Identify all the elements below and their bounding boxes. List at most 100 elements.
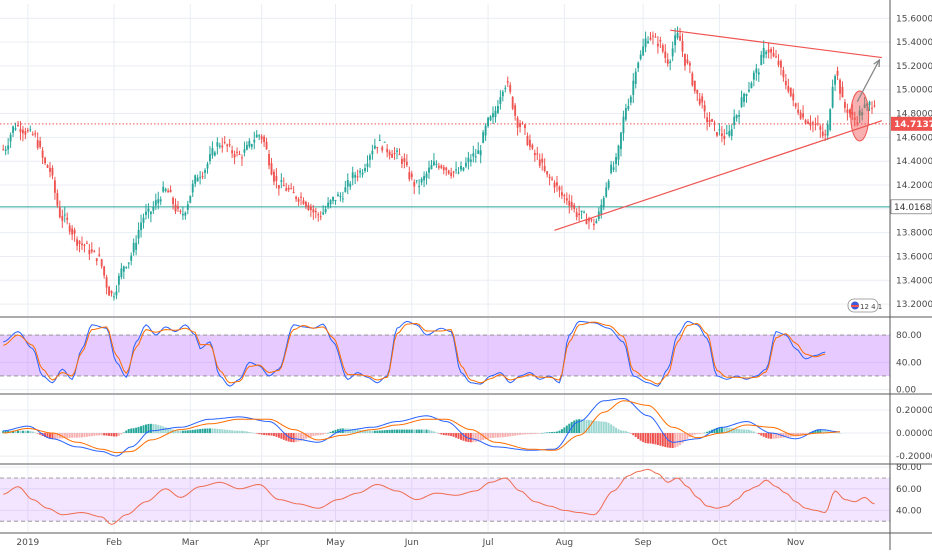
- highlight-ellipse[interactable]: [850, 90, 870, 142]
- candle-body: [435, 163, 438, 165]
- candle-body: [248, 140, 251, 147]
- status-badge[interactable]: 12 4 1: [847, 298, 882, 313]
- candle-body: [4, 149, 7, 151]
- candle-body: [218, 145, 221, 147]
- candle-body: [821, 131, 824, 136]
- candle-body: [521, 123, 524, 125]
- trendline-0[interactable]: [670, 29, 882, 59]
- macd-histogram-bar: [263, 433, 266, 435]
- x-tick-label: Jun: [404, 538, 419, 548]
- macd-histogram-bar: [794, 433, 797, 437]
- macd-histogram-bar: [132, 428, 135, 434]
- macd-histogram-bar: [282, 433, 285, 440]
- macd-histogram-bar: [450, 433, 453, 437]
- macd-histogram-bar: [610, 424, 613, 434]
- trendline-1[interactable]: [554, 120, 883, 231]
- candle-body: [617, 145, 620, 160]
- macd-histogram-bar: [642, 433, 645, 443]
- grid-layer: [0, 4, 890, 532]
- candle-body: [9, 134, 12, 142]
- macd-histogram-bar: [713, 428, 716, 434]
- candle-body: [265, 141, 268, 150]
- candle-body: [792, 93, 795, 101]
- x-tick-label: Apr: [254, 538, 270, 548]
- macd-histogram-bar: [506, 433, 509, 437]
- candle-body: [196, 177, 199, 182]
- x-tick-label: Feb: [106, 538, 122, 548]
- macd-histogram-bar: [824, 430, 827, 434]
- candle-body: [364, 168, 366, 172]
- candle-body: [642, 46, 645, 56]
- candle-body: [154, 200, 157, 206]
- macd-histogram-bar: [381, 430, 384, 434]
- x-tick-label: Oct: [712, 538, 728, 548]
- candle-body: [108, 287, 110, 296]
- macd-histogram-bar: [270, 433, 273, 436]
- candle-body: [647, 41, 649, 43]
- macd-histogram-bar: [548, 432, 551, 434]
- macd-histogram-bar: [157, 424, 160, 434]
- macd-histogram-bar: [21, 430, 24, 434]
- macd-histogram-bar: [573, 420, 576, 434]
- candle-body: [772, 52, 775, 57]
- macd-histogram-bar: [826, 430, 829, 434]
- macd-histogram-bar: [39, 433, 42, 435]
- macd-histogram-bar: [511, 433, 514, 436]
- candle-body: [258, 135, 261, 137]
- price-tick-label: 13.80000: [896, 229, 932, 239]
- candle-body: [400, 158, 403, 164]
- macd-histogram-bar: [420, 429, 423, 434]
- candle-body: [548, 176, 551, 179]
- candle-body: [191, 183, 194, 193]
- candle-body: [464, 162, 467, 167]
- macd-histogram-bar: [487, 433, 490, 439]
- candle-body: [770, 49, 773, 53]
- candle-body: [167, 190, 170, 193]
- macd-histogram-bar: [53, 433, 56, 439]
- macd-histogram-bar: [68, 433, 71, 438]
- candle-body: [327, 202, 330, 208]
- candle-body: [383, 141, 386, 143]
- macd-histogram-bar: [651, 433, 654, 444]
- macd-histogram-bar: [543, 432, 546, 434]
- macd-histogram-bar: [472, 433, 475, 443]
- candle-body: [223, 141, 226, 143]
- price-tick-label: 14.80000: [896, 110, 932, 120]
- macd-histogram-bar: [44, 433, 47, 438]
- candle-body: [543, 166, 546, 171]
- macd-histogram-bar: [474, 433, 477, 442]
- macd-histogram-bar: [7, 430, 10, 434]
- macd-histogram-bar: [639, 433, 642, 441]
- macd-histogram-bar: [213, 428, 216, 434]
- candle-body: [189, 195, 192, 203]
- macd-histogram-bar: [666, 433, 669, 448]
- macd-histogram-bar: [231, 430, 234, 434]
- candle-body: [12, 126, 15, 133]
- macd-histogram-bar: [396, 429, 398, 434]
- macd-histogram-bar: [4, 430, 7, 434]
- macd-histogram-bar: [708, 430, 711, 434]
- macd-histogram-bar: [565, 425, 568, 434]
- candle-body: [376, 146, 379, 148]
- x-tick-label: May: [326, 538, 345, 548]
- rsi-tick-label: 80.00: [896, 463, 922, 473]
- candle-body: [777, 60, 780, 65]
- macd-histogram-bar: [260, 433, 263, 435]
- candle-body: [681, 41, 684, 52]
- macd-histogram-bar: [814, 430, 817, 434]
- macd-histogram-bar: [816, 429, 819, 434]
- macd-histogram-bar: [533, 433, 536, 434]
- candle-body: [199, 177, 202, 179]
- macd-histogram-bar: [524, 433, 526, 435]
- macd-histogram-bar: [733, 428, 736, 434]
- candle-body: [49, 167, 51, 172]
- candle-body: [516, 117, 519, 128]
- candle-body: [782, 70, 785, 78]
- rsi-tick-label: 60.00: [896, 485, 922, 495]
- candle-body: [204, 170, 206, 173]
- candle-body: [339, 195, 342, 197]
- projection-arrow[interactable]: [856, 59, 880, 102]
- candle-body: [479, 150, 482, 156]
- candle-body: [839, 79, 841, 94]
- candle-body: [780, 61, 782, 68]
